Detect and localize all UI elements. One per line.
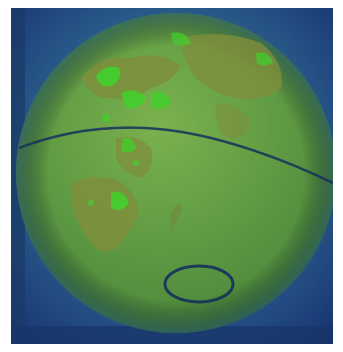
vegetation-speck-2	[133, 160, 139, 166]
landmass-asia	[181, 34, 282, 100]
bottom-edge-shadow	[11, 326, 333, 344]
globe-photo	[11, 8, 333, 344]
globe-equator-line	[18, 126, 333, 185]
globe-dark-loop	[163, 264, 235, 304]
landmass-island	[171, 204, 183, 233]
vegetation-north	[121, 90, 146, 109]
landmass-india	[215, 103, 251, 139]
vegetation-speck-1	[102, 114, 110, 122]
globe-rim-shade	[16, 13, 333, 333]
vegetation-mideast	[121, 137, 136, 153]
globe-photo-svg	[11, 8, 333, 344]
vegetation-europe	[96, 66, 120, 87]
vegetation-asia	[171, 32, 191, 46]
vegetation-africa	[111, 191, 129, 211]
vegetation-speck-3	[88, 200, 94, 206]
vegetation-central	[151, 91, 171, 109]
landmass-europe	[81, 55, 181, 100]
vegetation-east	[256, 52, 273, 66]
